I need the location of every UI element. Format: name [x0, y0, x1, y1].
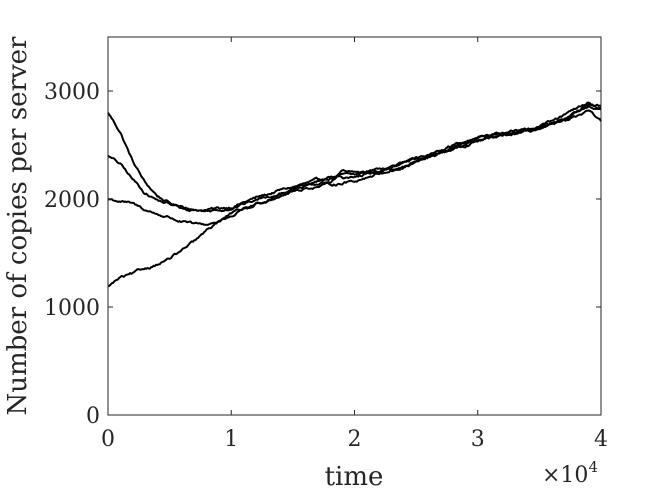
x-multiplier-base: ×10: [542, 463, 588, 488]
x-multiplier-exponent: 4: [588, 458, 598, 476]
x-tick-label: 2: [348, 427, 362, 452]
y-tick-label: 2000: [44, 188, 100, 213]
series-line-3: [107, 109, 602, 226]
series-line-4: [107, 103, 602, 288]
tick-layer: 0 1 2 3 4 0 1000 2000 3000: [44, 37, 608, 452]
y-axis-label: Number of copies per server: [3, 36, 33, 416]
x-tick-label: 1: [224, 427, 238, 452]
x-tick-label: 3: [471, 427, 485, 452]
y-tick-label: 1000: [44, 296, 100, 321]
y-tick-label: 0: [86, 404, 100, 429]
x-axis-label: time: [325, 462, 384, 492]
x-tick-label: 4: [594, 427, 608, 452]
x-tick-label: 0: [101, 427, 115, 452]
series-layer: [107, 101, 602, 288]
y-tick-label: 3000: [44, 80, 100, 105]
x-multiplier-label: ×104: [542, 458, 598, 488]
